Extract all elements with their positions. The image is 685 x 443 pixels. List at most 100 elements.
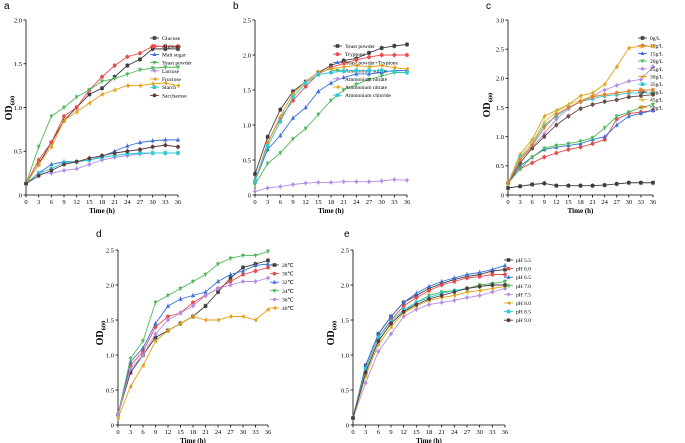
data-point: [566, 142, 571, 146]
data-point: [176, 151, 180, 155]
data-point: [389, 321, 393, 326]
data-point: [465, 286, 469, 291]
data-point: [138, 147, 142, 152]
data-point: [153, 300, 158, 305]
data-point: [650, 44, 655, 49]
series-7: [506, 92, 655, 186]
data-point: [150, 138, 155, 143]
data-point: [228, 276, 233, 280]
data-point: [128, 356, 133, 361]
y-tick-label: 0: [346, 422, 349, 429]
data-point: [165, 328, 170, 333]
data-point: [61, 168, 67, 173]
legend-label: 40g/L: [650, 90, 664, 96]
legend-entry: 30g/L: [638, 74, 664, 81]
data-point: [517, 152, 522, 157]
data-point: [240, 268, 246, 273]
legend-entry: Malt sugar: [150, 52, 186, 58]
data-point: [626, 89, 631, 94]
data-point: [341, 58, 346, 63]
y-tick-label: 1.5: [496, 105, 504, 112]
data-point: [341, 88, 346, 93]
x-tick-label: 30: [476, 429, 483, 436]
legend-entry: 50g/L: [638, 105, 664, 111]
chart-panel-e: e0 3 6 9 12 15 18 21 24 27 30 33 3600.51.01.52.02.5T…: [326, 229, 531, 443]
data-point: [74, 95, 79, 100]
data-point: [626, 110, 631, 115]
data-point: [290, 182, 296, 187]
panel-label: c: [486, 1, 491, 12]
data-point: [278, 151, 283, 156]
x-tick-label: 0: [24, 199, 27, 206]
data-point: [590, 90, 595, 96]
data-point: [163, 143, 168, 148]
chart-panel-d: d0 3 6 9 12 15 18 21 24 27 30 33 3600.51.01.52.02.5T…: [95, 229, 295, 443]
data-point: [241, 265, 245, 270]
data-point: [439, 283, 444, 287]
data-point: [602, 93, 607, 97]
series-0: [506, 180, 655, 191]
data-point: [125, 149, 130, 154]
data-point: [36, 171, 41, 175]
legend-label: 25g/L: [650, 67, 664, 73]
legend-marker: [152, 85, 157, 89]
legend-label: Ammonium sulfate: [345, 68, 388, 75]
x-tick-label: 12: [73, 199, 80, 206]
x-tick-label: 33: [638, 199, 645, 206]
x-tick-label: 0: [351, 429, 354, 436]
data-point: [363, 370, 368, 375]
x-tick-label: 9: [389, 429, 392, 436]
data-point: [62, 162, 66, 167]
data-point: [265, 144, 270, 148]
data-point: [240, 254, 246, 258]
data-point: [328, 98, 334, 103]
data-point: [329, 70, 333, 75]
legend-entry: Ammonium sulfate: [333, 68, 388, 75]
data-point: [590, 141, 595, 146]
data-point: [150, 66, 155, 71]
series-line: [117, 309, 269, 419]
data-point: [414, 302, 419, 307]
data-point: [490, 272, 495, 277]
data-point: [530, 146, 535, 151]
data-point: [87, 88, 92, 93]
y-tick-label: 2.0: [106, 282, 114, 289]
y-axis-label-sub: 600: [332, 321, 339, 331]
series-2: [115, 261, 271, 418]
data-point: [125, 54, 130, 59]
data-point: [405, 70, 409, 75]
data-point: [367, 55, 371, 59]
data-point: [452, 298, 457, 303]
x-tick-label: 24: [601, 199, 608, 206]
legend-entry: Yeast powder: [150, 61, 192, 67]
y-tick-label: 0: [111, 422, 114, 429]
x-tick-label: 18: [577, 199, 584, 206]
data-point: [290, 91, 295, 96]
data-point: [490, 267, 495, 272]
data-point: [112, 77, 117, 81]
data-point: [163, 151, 168, 155]
data-point: [24, 181, 28, 186]
data-point: [367, 51, 371, 55]
x-tick-label: 3: [518, 199, 521, 206]
data-point: [163, 137, 168, 142]
x-tick-label: 24: [451, 429, 458, 436]
legend-label: pH 8.5: [516, 310, 531, 316]
data-point: [138, 151, 142, 155]
data-point: [341, 75, 346, 79]
legend-marker: [506, 292, 511, 297]
x-tick-label: 36: [502, 429, 509, 436]
legend-entry: 32℃: [270, 280, 295, 286]
data-point: [502, 263, 508, 267]
legend-entry: pH 7.0: [504, 284, 531, 290]
data-point: [128, 366, 133, 372]
data-point: [87, 101, 92, 106]
data-point: [464, 295, 470, 300]
data-point: [392, 65, 397, 70]
y-tick-label: 2.0: [14, 17, 22, 24]
legend-entry: Ammonium chloride: [333, 93, 392, 99]
data-point: [602, 87, 607, 93]
data-point: [452, 293, 457, 298]
data-point: [554, 183, 559, 188]
data-point: [401, 314, 406, 319]
